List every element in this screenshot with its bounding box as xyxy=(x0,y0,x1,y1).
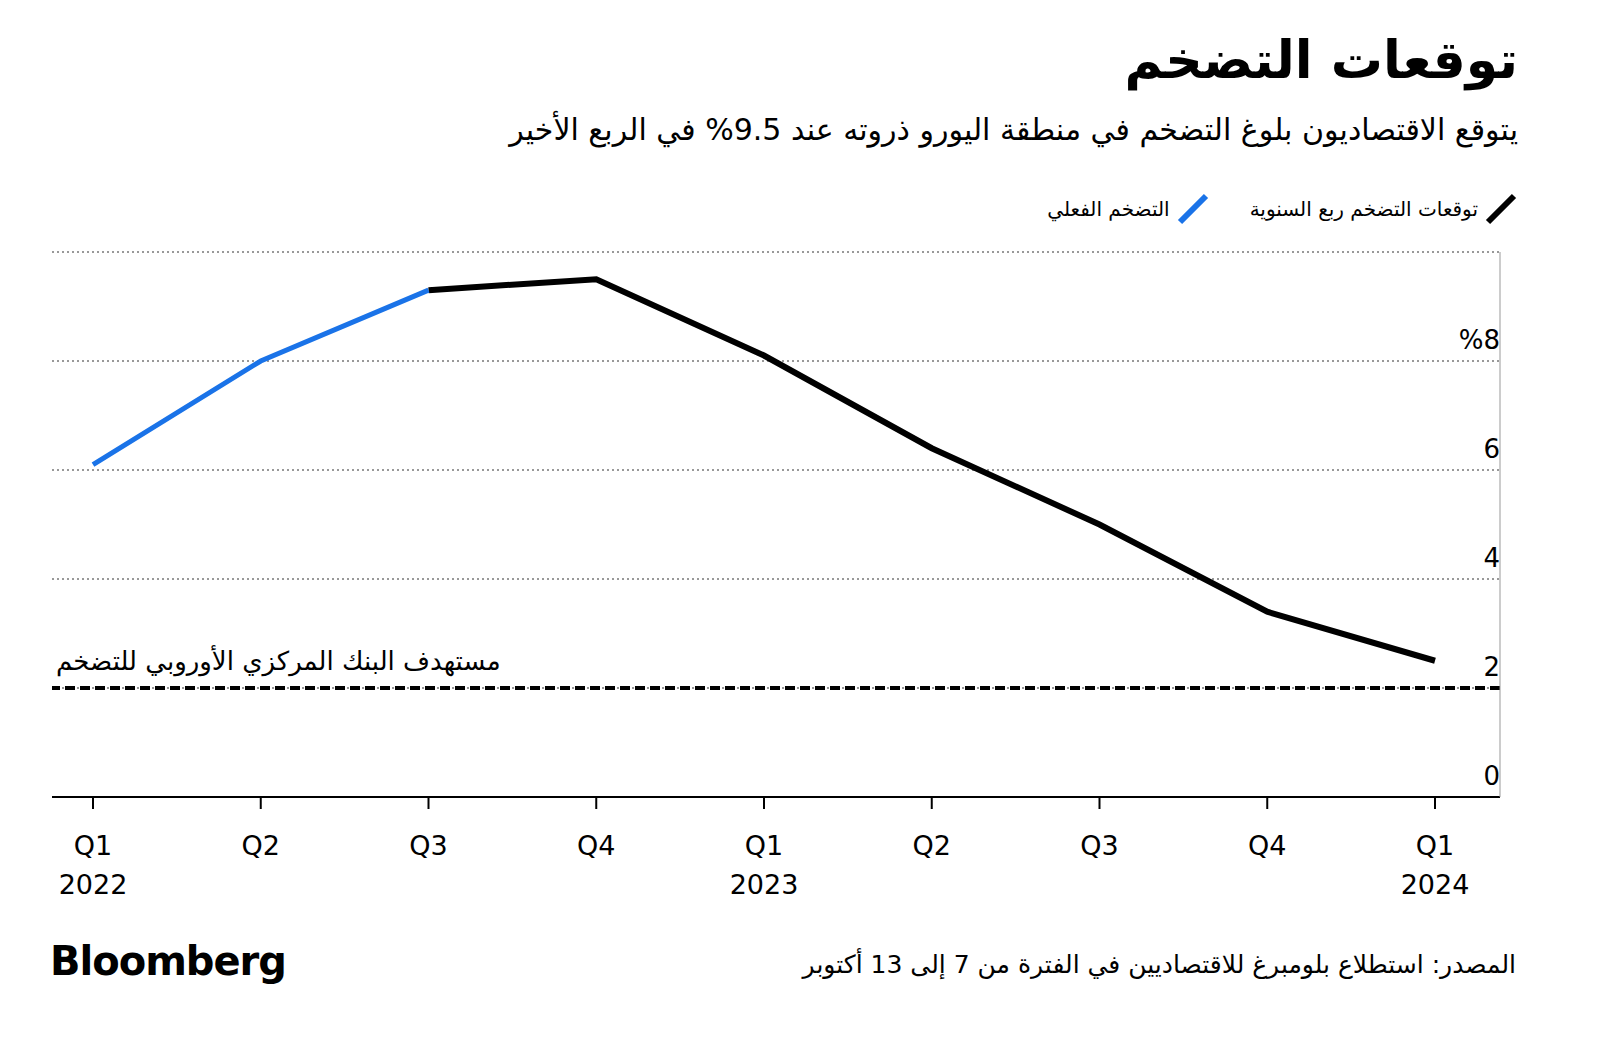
svg-text:2024: 2024 xyxy=(1401,869,1470,900)
svg-text:4: 4 xyxy=(1483,543,1500,573)
html-text:Bloomberg: Bloomberg xyxy=(50,938,286,984)
svg-text:مستهدف البنك المركزي الأوروبي: مستهدف البنك المركزي الأوروبي للتضخم xyxy=(56,644,501,677)
svg-text:Q3: Q3 xyxy=(409,830,447,861)
svg-text:2023: 2023 xyxy=(730,869,799,900)
html-text:توقعات التضخم ربع السنوية: توقعات التضخم ربع السنوية xyxy=(1249,197,1478,221)
html-text:توقعات التضخم: توقعات التضخم xyxy=(1124,30,1518,90)
svg-text:Q3: Q3 xyxy=(1080,830,1118,861)
svg-text:0: 0 xyxy=(1483,761,1500,791)
svg-text:%8: %8 xyxy=(1459,325,1500,355)
svg-text:Q4: Q4 xyxy=(1248,830,1286,861)
html-text:المصدر: استطلاع بلومبرغ للاقتص: المصدر: استطلاع بلومبرغ للاقتصاديين في ا… xyxy=(802,950,1516,979)
svg-text:Q2: Q2 xyxy=(913,830,951,861)
svg-text:Q1: Q1 xyxy=(745,830,783,861)
svg-text:Q1: Q1 xyxy=(74,830,112,861)
svg-text:2: 2 xyxy=(1483,652,1500,682)
svg-text:2022: 2022 xyxy=(59,869,128,900)
svg-text:Q4: Q4 xyxy=(577,830,615,861)
html-text:التضخم الفعلي: التضخم الفعلي xyxy=(1047,197,1170,221)
svg-text:Q2: Q2 xyxy=(242,830,280,861)
html-text:يتوقع الاقتصاديون بلوغ التضخم: يتوقع الاقتصاديون بلوغ التضخم في منطقة ا… xyxy=(509,112,1518,147)
svg-text:6: 6 xyxy=(1483,434,1500,464)
svg-text:Q1: Q1 xyxy=(1416,830,1454,861)
